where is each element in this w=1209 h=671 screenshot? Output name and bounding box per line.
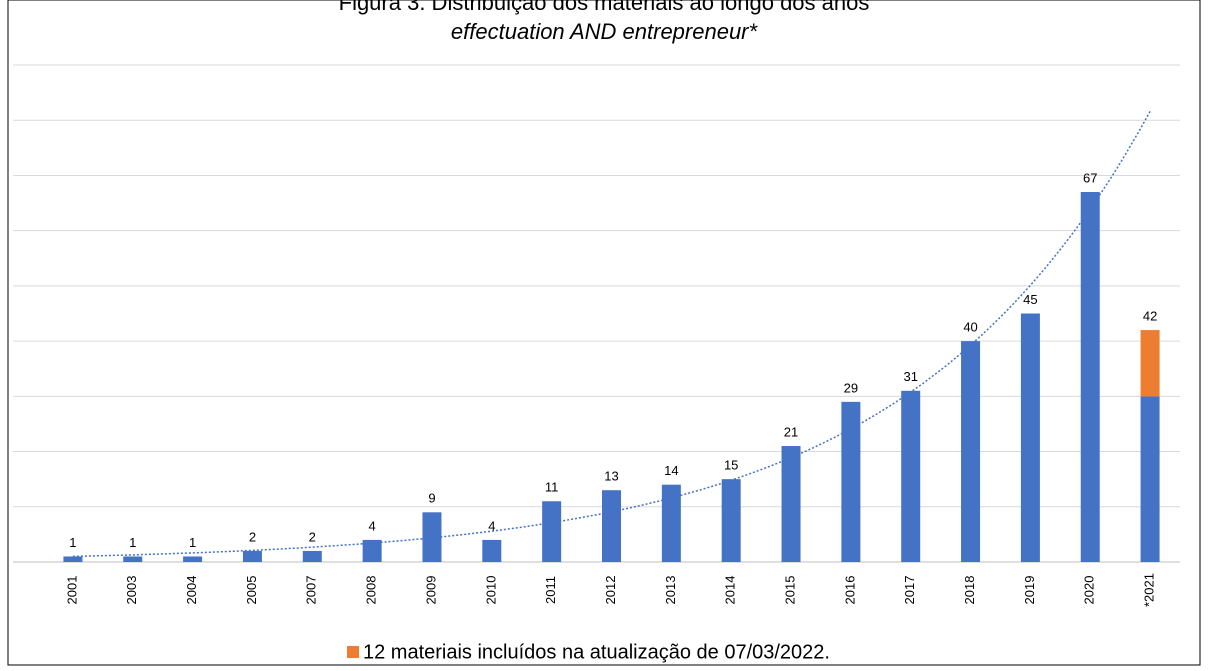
data-label: 4 (488, 518, 495, 533)
data-label: 4 (369, 518, 376, 533)
bar (123, 556, 143, 562)
bar (901, 390, 921, 562)
data-label: 1 (189, 535, 196, 550)
data-label: 15 (724, 458, 738, 473)
bar (841, 401, 861, 562)
bar (362, 539, 382, 562)
data-label: 1 (69, 535, 76, 550)
bar (302, 550, 322, 562)
chart-title: Figura 3. Distribuição dos materiais ao … (339, 0, 870, 15)
bar (721, 479, 741, 562)
x-tick-label: 2018 (962, 576, 977, 605)
bar (602, 490, 621, 562)
x-tick-label: 2013 (663, 576, 678, 605)
data-label: 45 (1023, 292, 1037, 307)
bar (1020, 313, 1040, 562)
x-tick-label: 2004 (184, 576, 199, 605)
x-tick-label: 2019 (1022, 576, 1037, 605)
data-label: 11 (545, 480, 559, 495)
legend-label: 12 materiais incluídos na atualização de… (363, 641, 830, 663)
bar (661, 484, 681, 562)
data-label: 9 (428, 491, 435, 506)
x-tick-label: 2008 (364, 576, 379, 605)
x-tick-label: 2017 (902, 576, 917, 605)
data-label: 2 (309, 529, 316, 544)
x-tick-label: 2003 (124, 576, 139, 605)
x-tick-label: 2001 (64, 576, 79, 605)
bar (961, 341, 981, 562)
data-label: 42 (1143, 309, 1157, 324)
trendline (72, 111, 1151, 558)
data-label: 1 (129, 535, 136, 550)
data-label: 21 (784, 424, 798, 439)
x-tick-label: 2012 (603, 576, 618, 605)
x-tick-label: 2016 (842, 576, 857, 605)
x-tick-label: 2011 (543, 576, 558, 604)
bar (242, 550, 262, 562)
bar (1140, 396, 1160, 562)
chart-subtitle: effectuation AND entrepreneur* (451, 19, 759, 44)
bar (183, 556, 203, 562)
x-tick-label: 2005 (244, 576, 259, 605)
data-label: 40 (963, 320, 977, 335)
data-label: 29 (844, 380, 858, 395)
x-tick-label: 2010 (483, 576, 498, 605)
x-tick-label: 2020 (1082, 576, 1097, 605)
bar (482, 539, 502, 562)
legend-swatch (347, 646, 359, 658)
x-tick-label: 2014 (723, 576, 738, 605)
x-tick-label: *2021 (1142, 573, 1157, 607)
bar (1140, 330, 1160, 397)
data-label: 31 (903, 369, 917, 384)
data-label: 14 (664, 463, 678, 478)
x-tick-label: 2009 (423, 576, 438, 605)
x-tick-label: 2007 (304, 576, 319, 605)
bar (1080, 192, 1100, 562)
data-label: 2 (249, 529, 256, 544)
bar (781, 446, 801, 562)
data-label: 67 (1083, 170, 1097, 185)
bar (63, 556, 83, 562)
x-tick-label: 2015 (782, 576, 797, 605)
bar (422, 512, 442, 562)
data-label: 13 (604, 469, 618, 484)
bar (542, 501, 562, 562)
